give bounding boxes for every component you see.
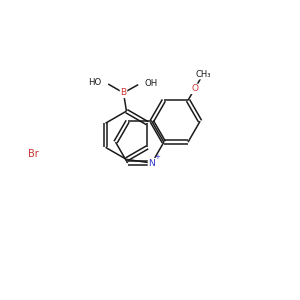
Text: N: N [148,158,155,167]
Text: HO: HO [88,78,101,87]
Text: B: B [120,88,127,98]
Text: Br: Br [28,149,39,159]
Text: O: O [191,84,198,93]
Text: CH₃: CH₃ [195,70,211,79]
Text: OH: OH [145,79,158,88]
Text: +: + [154,154,160,160]
